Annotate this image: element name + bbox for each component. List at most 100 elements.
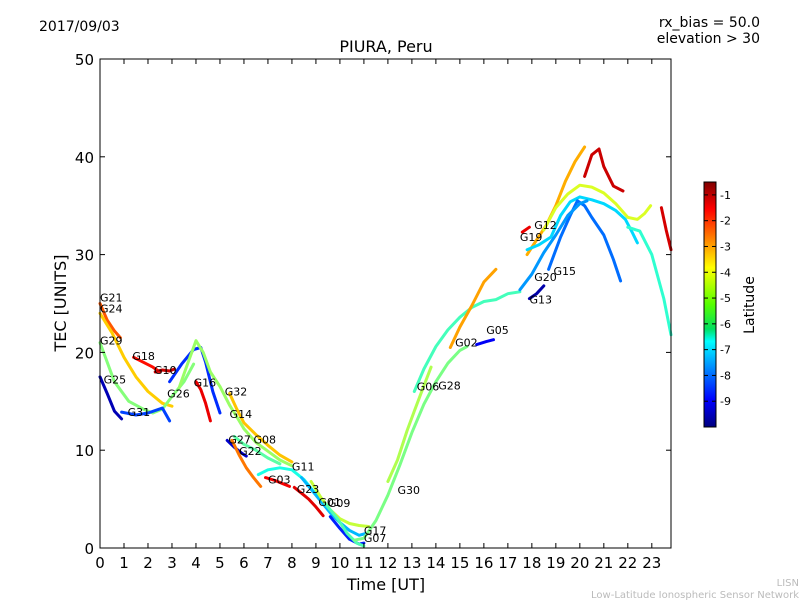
- y-axis-label: TEC [UNITS]: [51, 255, 70, 353]
- prn-label: G17: [364, 524, 387, 537]
- x-tick-label: 22: [618, 554, 637, 572]
- series-line-g15: [547, 199, 623, 283]
- prn-label: G32: [225, 385, 248, 398]
- colorbar-tick-label: -2: [720, 215, 731, 228]
- colorbar-tick-label: -8: [720, 369, 731, 382]
- prn-label: G30: [397, 484, 420, 497]
- prn-label: G27: [228, 433, 251, 446]
- series-line-g07: [324, 502, 366, 548]
- series-line-g10: [153, 367, 176, 374]
- y-tick-label: 20: [75, 344, 94, 362]
- x-tick-label: 1: [119, 554, 129, 572]
- prn-label: G08: [254, 433, 277, 446]
- prn-label: G31: [128, 406, 151, 419]
- x-tick-label: 17: [498, 554, 517, 572]
- x-tick-label: 0: [95, 554, 105, 572]
- colorbar-label: Latitude: [742, 276, 758, 334]
- y-tick-label: 30: [75, 247, 94, 265]
- colorbar-tick-label: -1: [720, 189, 731, 202]
- x-tick-label: 20: [570, 554, 589, 572]
- y-tick-label: 10: [75, 442, 94, 460]
- colorbar-tick-label: -7: [720, 344, 731, 357]
- x-tick-label: 15: [450, 554, 469, 572]
- prn-label: G22: [239, 445, 262, 458]
- prn-label: G15: [553, 265, 576, 278]
- prn-label: G01: [318, 496, 341, 509]
- prn-label: G05: [486, 324, 509, 337]
- x-tick-label: 23: [642, 554, 661, 572]
- series-line-g24: [98, 311, 174, 408]
- x-tick-label: 4: [191, 554, 201, 572]
- prn-label: G10: [154, 364, 177, 377]
- prn-label: G09: [328, 497, 351, 510]
- x-tick-label: 3: [167, 554, 177, 572]
- rx-bias-label: rx_bias = 50.0: [659, 15, 760, 31]
- x-tick-label: 13: [402, 554, 421, 572]
- y-tick-label: 0: [84, 540, 94, 558]
- series-line-g15b: [626, 225, 673, 337]
- x-axis-label: Time [UT]: [346, 575, 425, 594]
- x-tick-label: 9: [311, 554, 321, 572]
- series-line-g20b: [542, 183, 653, 232]
- prn-label: G12: [534, 219, 557, 232]
- series-line-g28: [386, 365, 433, 483]
- y-axis: 0 10 20 30 40 50: [75, 51, 671, 558]
- series-line-g12b: [583, 147, 625, 193]
- x-tick-label: 8: [287, 554, 297, 572]
- prn-label: G19: [520, 231, 543, 244]
- series-line-g16: [194, 380, 212, 423]
- prn-label: G16: [194, 377, 217, 390]
- plot-area: G21G24G29G25G31G18G10G26G16G32G14G27G22G…: [98, 145, 673, 548]
- series-line-g22: [230, 438, 263, 488]
- prn-label: G03: [268, 473, 291, 486]
- prn-label: G13: [529, 294, 552, 307]
- series-line-g18: [132, 355, 162, 374]
- x-axis: 0 1 2 3 4 5 6 7 8 9 10 11 12 13 14 15 16 17 18 19 20 21 22 23: [95, 59, 661, 572]
- x-tick-label: 12: [378, 554, 397, 572]
- prn-label: G29: [100, 335, 123, 348]
- series-line-g05: [475, 338, 495, 347]
- colorbar-ticks: -1 -2 -3 -4 -5 -6 -7 -8 -9: [704, 189, 731, 408]
- prn-label: G06: [417, 381, 440, 394]
- series-line-g32: [228, 392, 294, 464]
- series-line-g13b: [518, 199, 589, 292]
- colorbar-tick-label: -5: [720, 292, 731, 305]
- prn-label: G23: [297, 483, 320, 496]
- y-tick-label: 40: [75, 149, 94, 167]
- series-line-g08: [232, 435, 282, 466]
- x-tick-label: 2: [143, 554, 153, 572]
- x-tick-label: 14: [426, 554, 445, 572]
- prn-label: G28: [438, 380, 461, 393]
- x-tick-label: 10: [330, 554, 349, 572]
- elevation-label: elevation > 30: [657, 31, 760, 47]
- footer-org-long: Low-Latitude Ionospheric Sensor Network: [591, 590, 799, 600]
- series-line-g31: [120, 406, 172, 423]
- prn-label: G20: [534, 271, 557, 284]
- chart-title: PIURA, Peru: [339, 37, 432, 56]
- series-line-g06: [412, 290, 522, 393]
- x-tick-label: 11: [354, 554, 373, 572]
- series-line-g19: [520, 225, 531, 234]
- colorbar-tick-label: -6: [720, 318, 731, 331]
- x-tick-label: 19: [546, 554, 565, 572]
- colorbar: [703, 181, 717, 428]
- series-line-g22b: [659, 206, 673, 252]
- series-line-g20: [525, 195, 639, 252]
- prn-label: G11: [292, 461, 315, 474]
- date-label: 2017/09/03: [39, 19, 120, 35]
- prn-label: G07: [364, 532, 387, 545]
- series-line-g21: [98, 302, 122, 340]
- series-line-g23: [292, 485, 325, 518]
- colorbar-tick-label: -9: [720, 395, 731, 408]
- series-line-g13: [527, 284, 546, 301]
- series-line-g14: [177, 339, 294, 468]
- x-tick-label: 16: [474, 554, 493, 572]
- prn-label: G14: [230, 408, 253, 421]
- prn-label: G02: [455, 337, 478, 350]
- colorbar-tick-label: -4: [720, 266, 731, 279]
- footer-org-short: LISN: [777, 578, 799, 589]
- x-tick-label: 21: [594, 554, 613, 572]
- plot-frame: [99, 58, 672, 549]
- y-tick-label: 50: [75, 51, 94, 69]
